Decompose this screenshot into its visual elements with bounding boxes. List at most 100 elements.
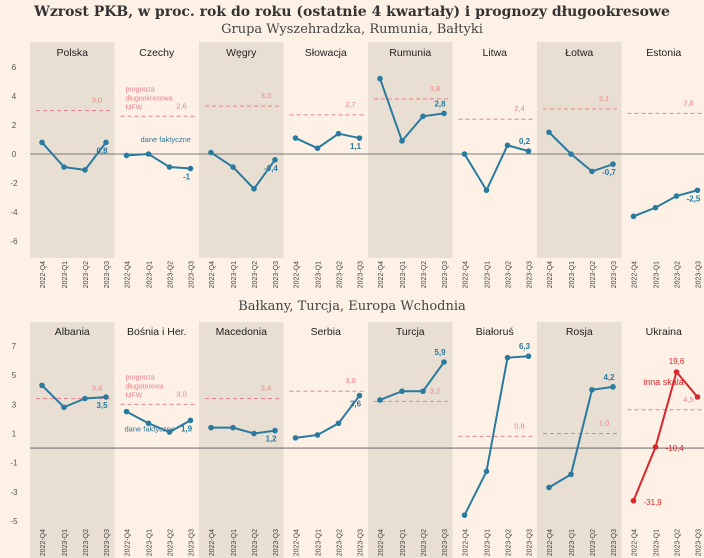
x-tick-label: 2023-Q2 (506, 529, 513, 556)
x-tick-label: 2023-Q1 (485, 529, 492, 556)
data-point (589, 168, 595, 175)
data-point (166, 429, 173, 435)
x-tick-label: 2023-Q3 (273, 261, 280, 288)
panel-title: Bośnia i Her. (127, 326, 187, 338)
last-value-label: 6,3 (519, 342, 531, 351)
panel-title: Rumunia (389, 47, 431, 59)
data-point (230, 164, 236, 170)
x-tick-label: 2023-Q3 (358, 261, 365, 288)
subtitle-bottom: Bałkany, Turcja, Europa Wchodnia (238, 299, 466, 314)
x-tick-label: 2023-Q2 (590, 529, 597, 556)
data-point (292, 135, 299, 141)
data-point (610, 384, 616, 390)
x-tick-label: 2023-Q1 (654, 261, 661, 288)
data-point (420, 388, 426, 395)
y-tick-label: 1 (12, 430, 17, 439)
x-tick-label: 2023-Q3 (358, 529, 365, 556)
series-line (548, 385, 614, 489)
data-point (630, 497, 637, 504)
forecast-label: 3,4 (261, 384, 271, 393)
series-line (463, 144, 529, 193)
x-tick-label: 2023-Q1 (485, 261, 492, 288)
x-tick-label: 2022-Q4 (209, 261, 216, 288)
panel-title: Macedonia (216, 326, 268, 338)
panel-title: Albania (55, 326, 90, 338)
data-point (504, 142, 511, 149)
data-point (589, 386, 595, 393)
x-tick-label: 2023-Q3 (611, 261, 618, 288)
panel-title: Rosja (566, 326, 593, 338)
x-tick-label: 2023-Q2 (675, 529, 682, 556)
x-tick-label: 2023-Q3 (189, 529, 196, 556)
forecast-label: 0,8 (514, 421, 524, 430)
actual-data-annotation: dane faktyczne (141, 135, 191, 144)
x-tick-label: 2023-Q1 (400, 529, 407, 556)
y-tick-label: -3 (10, 488, 18, 497)
forecast-label: 3,0 (176, 389, 186, 398)
x-tick-label: 2022-Q4 (463, 529, 470, 556)
data-point (630, 213, 637, 220)
panel-title: Ukraina (646, 326, 682, 338)
forecast-label: 2,7 (345, 100, 355, 109)
x-tick-label: 2022-Q4 (378, 261, 385, 288)
series-line (41, 141, 107, 172)
forecast-label: 3,9 (345, 376, 355, 385)
x-tick-label: 2023-Q2 (421, 261, 428, 288)
chart-title: Wzrost PKB, w proc. rok do roku (ostatni… (34, 4, 670, 20)
data-point (461, 512, 468, 518)
data-point (82, 167, 88, 173)
panel-title: Litwa (482, 47, 507, 59)
last-value-label: 2,8 (434, 99, 446, 108)
last-value-label: -0,4 (264, 164, 278, 173)
y-tick-label: -1 (10, 459, 18, 468)
x-tick-label: 2022-Q4 (632, 529, 639, 556)
data-point (525, 353, 532, 360)
point-value-label: -10,4 (666, 444, 685, 453)
x-tick-label: 2023-Q3 (273, 529, 280, 556)
data-point (546, 484, 552, 491)
data-point (441, 110, 447, 117)
forecast-label: 2,6 (176, 101, 186, 110)
x-tick-label: 2023-Q3 (442, 529, 449, 556)
x-tick-label: 2023-Q3 (527, 261, 534, 288)
data-point (61, 164, 67, 170)
panel-background-2-3 (199, 322, 284, 558)
data-point (546, 129, 552, 136)
data-point (292, 435, 299, 441)
last-value-label: 0,8 (96, 146, 108, 155)
data-point (483, 187, 490, 194)
last-value-label: 3,6 (350, 400, 362, 409)
x-tick-label: 2022-Q4 (125, 261, 132, 288)
forecast-annotation: długookresowa (126, 95, 173, 102)
x-tick-label: 2022-Q4 (632, 261, 639, 288)
panel-background-2-5 (368, 322, 453, 558)
x-tick-label: 2022-Q4 (125, 529, 132, 556)
x-tick-label: 2022-Q4 (294, 261, 301, 288)
data-point (673, 193, 680, 199)
series-line (126, 410, 191, 434)
series-line (633, 189, 698, 218)
x-tick-label: 2023-Q3 (527, 529, 534, 556)
panel-title: Polska (56, 47, 88, 59)
x-tick-label: 2023-Q1 (147, 529, 154, 556)
x-tick-label: 2022-Q4 (209, 529, 216, 556)
last-value-label: 5,9 (434, 348, 446, 357)
data-point (652, 444, 659, 450)
data-point (272, 157, 278, 163)
x-tick-label: 2023-Q2 (168, 529, 175, 556)
x-tick-label: 2023-Q2 (83, 261, 90, 288)
y-tick-label: 5 (12, 371, 17, 380)
x-tick-label: 2023-Q1 (569, 261, 576, 288)
data-point (314, 145, 321, 151)
data-point (187, 165, 194, 172)
data-point (694, 394, 701, 400)
data-point (145, 420, 152, 427)
last-value-label: -1 (183, 173, 191, 182)
y-tick-label: 0 (12, 150, 17, 159)
forecast-label: 3,0 (92, 96, 102, 105)
series-line (379, 78, 445, 143)
x-tick-label: 2023-Q3 (696, 261, 703, 288)
data-point (230, 424, 236, 431)
x-tick-label: 2023-Q2 (421, 529, 428, 556)
point-value-label: -31,9 (644, 498, 663, 507)
